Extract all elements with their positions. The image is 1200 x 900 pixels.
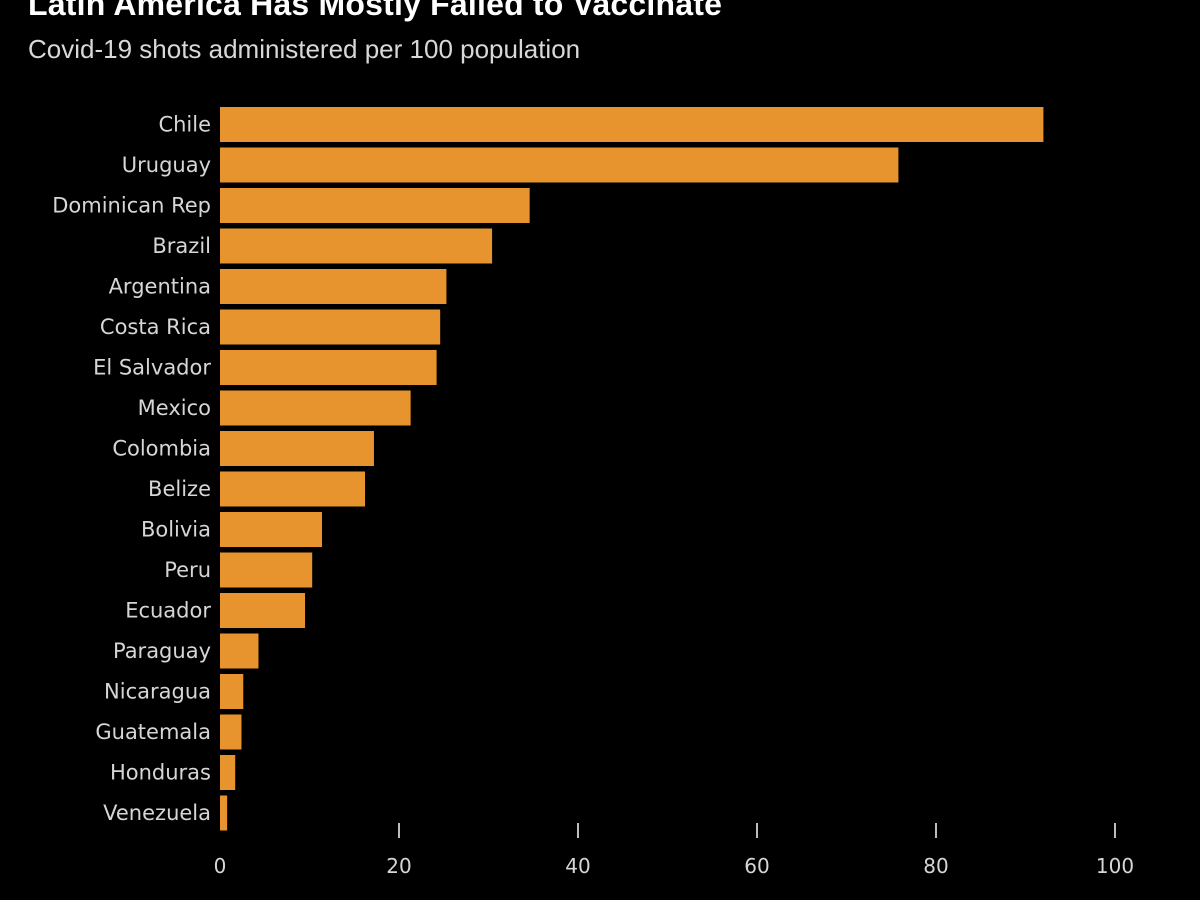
x-tick-label-40: 40 xyxy=(565,854,590,878)
category-label-belize: Belize xyxy=(148,477,211,501)
bar-brazil xyxy=(220,228,493,264)
x-tick-label-0: 0 xyxy=(214,854,227,878)
x-tick-label-60: 60 xyxy=(744,854,769,878)
category-label-guatemala: Guatemala xyxy=(95,720,211,744)
bar-peru xyxy=(220,552,313,588)
bar-paraguay xyxy=(220,633,259,669)
bar-argentina xyxy=(220,269,447,304)
bar-dominican-rep xyxy=(220,188,530,223)
x-tick-label-20: 20 xyxy=(386,854,411,878)
category-label-el-salvador: El Salvador xyxy=(93,356,211,380)
bar-colombia xyxy=(220,431,374,466)
chart-title: Latin America Has Mostly Failed to Vacci… xyxy=(28,0,723,22)
bar-chile xyxy=(220,107,1044,142)
category-label-paraguay: Paraguay xyxy=(113,639,211,663)
bar-belize xyxy=(220,471,365,507)
category-label-honduras: Honduras xyxy=(110,761,211,785)
category-label-nicaragua: Nicaragua xyxy=(104,680,211,704)
bar-ecuador xyxy=(220,593,306,628)
x-tick-label-80: 80 xyxy=(923,854,948,878)
x-tick-label-100: 100 xyxy=(1096,854,1134,878)
category-label-mexico: Mexico xyxy=(138,396,211,420)
category-label-venezuela: Venezuela xyxy=(103,801,211,825)
bar-uruguay xyxy=(220,147,899,183)
bar-guatemala xyxy=(220,714,242,750)
bar-bolivia xyxy=(220,512,323,547)
category-label-bolivia: Bolivia xyxy=(141,518,211,542)
category-label-argentina: Argentina xyxy=(109,275,211,299)
category-label-brazil: Brazil xyxy=(152,234,211,258)
chart-subtitle: Covid-19 shots administered per 100 popu… xyxy=(28,34,581,64)
category-label-peru: Peru xyxy=(164,558,211,582)
bar-el-salvador xyxy=(220,350,437,385)
category-label-colombia: Colombia xyxy=(112,437,211,461)
category-label-dominican-rep: Dominican Rep xyxy=(52,194,211,218)
bar-honduras xyxy=(220,755,236,790)
category-label-ecuador: Ecuador xyxy=(125,599,211,623)
category-label-costa-rica: Costa Rica xyxy=(100,315,211,339)
bar-nicaragua xyxy=(220,674,244,709)
category-label-uruguay: Uruguay xyxy=(122,153,211,177)
bar-mexico xyxy=(220,390,411,426)
bar-venezuela xyxy=(220,795,228,831)
category-label-chile: Chile xyxy=(158,113,211,137)
bar-costa-rica xyxy=(220,309,441,345)
